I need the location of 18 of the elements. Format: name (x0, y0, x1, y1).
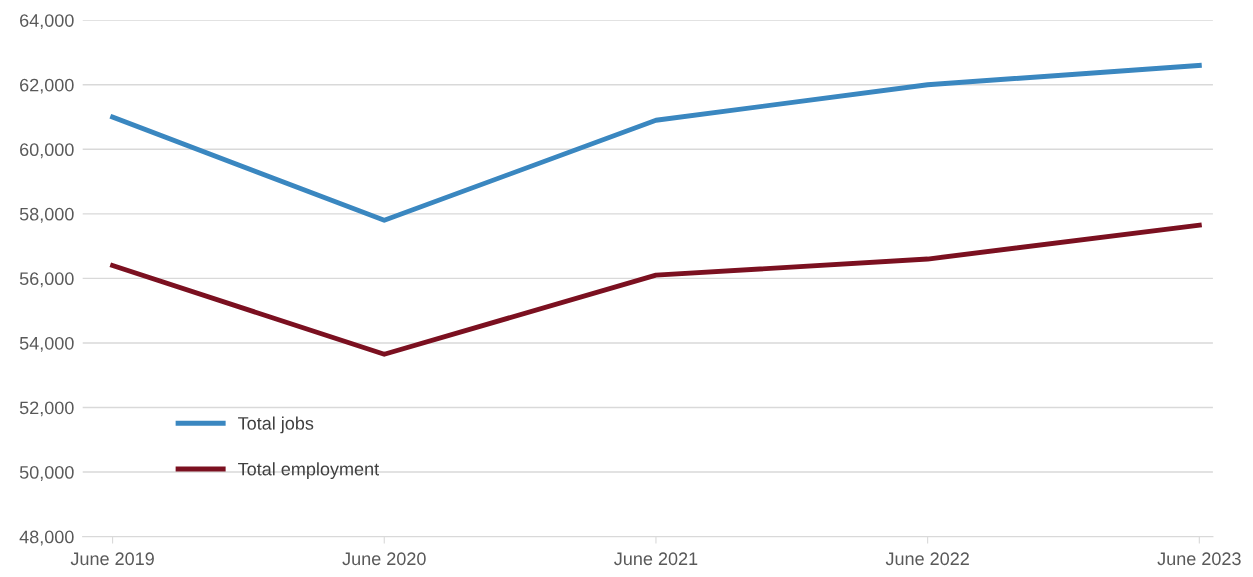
y-tick-label: 56,000 (19, 272, 74, 288)
y-tick-label: 48,000 (19, 530, 74, 546)
y-tick-label: 50,000 (19, 465, 74, 481)
line-series (110, 62, 1202, 223)
y-tick-label: 54,000 (19, 336, 74, 352)
x-tick-label: June 2020 (342, 552, 426, 566)
y-tick-label: 58,000 (19, 207, 74, 223)
x-tick-label: June 2019 (70, 552, 154, 566)
x-tick-label: June 2021 (614, 552, 698, 566)
legend-label: Total jobs (238, 416, 314, 434)
line-series (110, 222, 1202, 357)
legend-label: Total employment (238, 462, 380, 480)
y-tick-label: 62,000 (20, 78, 74, 94)
y-tick-label: 64,000 (20, 14, 74, 30)
y-tick-label: 52,000 (19, 401, 74, 417)
x-tick-label: June 2023 (1157, 552, 1241, 566)
x-tick-label: June 2022 (885, 552, 969, 566)
y-tick-label: 60,000 (20, 143, 74, 159)
